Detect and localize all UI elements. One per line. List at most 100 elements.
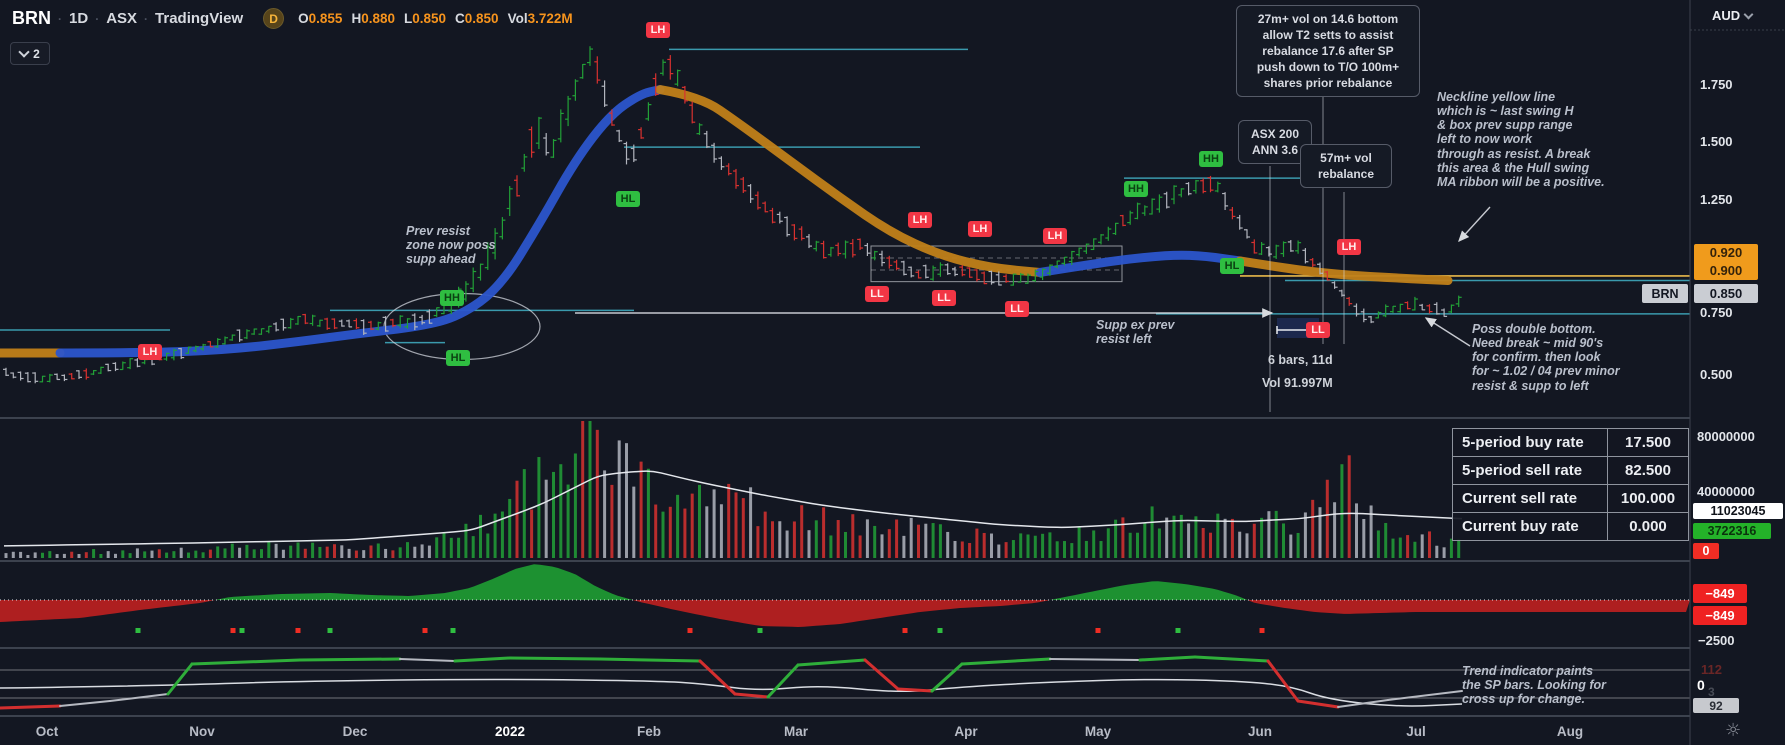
time-label-jun: Jun bbox=[1247, 724, 1273, 739]
oscillator-signal-markers bbox=[135, 628, 1265, 633]
rate-stats-table: 5-period buy rate 17.500 5-period sell rat… bbox=[1452, 428, 1689, 541]
ohlc-field: H0.880 bbox=[351, 11, 395, 26]
callout-reference-lines bbox=[1269, 97, 1345, 412]
stats-row: 5-period buy rate 17.500 bbox=[1453, 429, 1688, 456]
time-label-may: May bbox=[1084, 724, 1112, 739]
price-tick: 0.750 bbox=[1700, 305, 1733, 320]
swing-label-lh[interactable]: LH bbox=[646, 22, 670, 38]
collapse-count: 2 bbox=[33, 46, 40, 61]
last-price-badge: 0.850 bbox=[1694, 284, 1758, 303]
swing-label-lh[interactable]: LH bbox=[138, 344, 162, 360]
arrow-drawings[interactable] bbox=[575, 206, 1491, 347]
time-label-nov: Nov bbox=[189, 724, 215, 739]
price-tick: 0.500 bbox=[1700, 367, 1733, 382]
callout-note-3[interactable]: 57m+ vol rebalance bbox=[1300, 144, 1392, 189]
price-tick: 1.250 bbox=[1700, 192, 1733, 207]
swing-label-ll[interactable]: LL bbox=[865, 286, 889, 302]
time-label-jul: Jul bbox=[1406, 724, 1426, 739]
swing-label-ll[interactable]: LL bbox=[932, 290, 956, 306]
separator-dot: · bbox=[95, 11, 100, 26]
ohlc-field: O0.855 bbox=[298, 11, 343, 26]
currency-label: AUD bbox=[1712, 8, 1741, 23]
volume-value-badge: 11023045 bbox=[1693, 503, 1783, 519]
swing-label-hl[interactable]: HL bbox=[616, 191, 640, 207]
price-tick: 1.500 bbox=[1700, 134, 1733, 149]
trend-zero-label: 0 bbox=[1697, 677, 1705, 693]
stats-label: 5-period sell rate bbox=[1462, 462, 1583, 479]
swing-label-lh[interactable]: LH bbox=[908, 212, 932, 228]
trend-faint-label: 3 bbox=[1708, 685, 1715, 699]
interval-badge[interactable]: D bbox=[263, 8, 285, 29]
swing-label-ll[interactable]: LL bbox=[1306, 322, 1330, 338]
callout-note-2[interactable]: ASX 200 ANN 3.6 bbox=[1238, 120, 1312, 165]
stats-row: Current sell rate 100.000 bbox=[1453, 484, 1688, 512]
swing-label-hh[interactable]: HH bbox=[440, 290, 464, 306]
stats-value: 100.000 bbox=[1607, 485, 1688, 512]
price-tick: 1.750 bbox=[1700, 77, 1733, 92]
alert-price-badge: 0.920 0.900 bbox=[1694, 244, 1758, 280]
stats-label: 5-period buy rate bbox=[1462, 434, 1584, 451]
currency-selector[interactable]: AUD bbox=[1712, 8, 1754, 23]
annotation-neckline[interactable]: Neckline yellow line which is ~ last swi… bbox=[1437, 90, 1605, 189]
volume-tick: 80000000 bbox=[1697, 429, 1755, 444]
time-label-feb: Feb bbox=[636, 724, 662, 739]
swing-label-lh[interactable]: LH bbox=[968, 221, 992, 237]
trend-faint-label: 112 bbox=[1701, 662, 1722, 677]
stats-label: Current buy rate bbox=[1462, 518, 1579, 535]
oscillator-value-badge: −849 bbox=[1693, 606, 1747, 625]
volume-value-badge: 3722316 bbox=[1693, 523, 1771, 539]
time-label-dec: Dec bbox=[342, 724, 368, 739]
exchange-label[interactable]: ASX bbox=[106, 10, 138, 27]
time-label-apr: Apr bbox=[954, 724, 978, 739]
swing-label-hh[interactable]: HH bbox=[1199, 151, 1223, 167]
symbol-name[interactable]: BRN bbox=[12, 8, 51, 28]
measure-bars-label: 6 bars, 11d bbox=[1268, 353, 1333, 367]
swing-label-ll[interactable]: LL bbox=[1005, 301, 1029, 317]
callout-note-1[interactable]: 27m+ vol on 14.6 bottom allow T2 setts t… bbox=[1236, 5, 1420, 98]
symbol-price-label: BRN bbox=[1642, 284, 1688, 303]
separator-dot: · bbox=[144, 11, 149, 26]
stats-value: 82.500 bbox=[1607, 457, 1688, 484]
volume-ma-line bbox=[3, 470, 1463, 547]
volume-value-badge: 0 bbox=[1693, 543, 1719, 559]
measure-volume-label: Vol 91.997M bbox=[1262, 376, 1333, 390]
stats-value: 0.000 bbox=[1607, 513, 1688, 540]
volume-tick: 40000000 bbox=[1697, 484, 1755, 499]
symbol-header: BRN · 1D · ASX · TradingView D O0.855 H0.… bbox=[12, 8, 582, 29]
oscillator-value-badge: −849 bbox=[1693, 584, 1747, 603]
time-label-oct: Oct bbox=[35, 724, 59, 739]
swing-label-hl[interactable]: HL bbox=[446, 350, 470, 366]
annotation-supp-ex[interactable]: Supp ex prev resist left bbox=[1096, 318, 1175, 347]
trend-value-badge: 92 bbox=[1693, 698, 1739, 713]
trend-signal-line bbox=[0, 678, 1463, 707]
hull-ma-ribbon bbox=[0, 85, 1453, 358]
time-label-mar: Mar bbox=[783, 724, 809, 739]
price-bars bbox=[3, 46, 1462, 384]
collapse-drawings-button[interactable]: 2 bbox=[10, 42, 50, 65]
ohlc-field: L0.850 bbox=[403, 11, 447, 26]
trend-main-line bbox=[0, 655, 1463, 710]
swing-label-lh[interactable]: LH bbox=[1337, 239, 1361, 255]
ohlc-field: Vol3.722M bbox=[507, 11, 573, 26]
separator-dot: · bbox=[58, 11, 62, 26]
chevron-down-icon bbox=[1743, 9, 1754, 19]
swing-label-lh[interactable]: LH bbox=[1043, 228, 1067, 244]
stats-value: 17.500 bbox=[1607, 429, 1688, 456]
annotation-prev-resist[interactable]: Prev resist zone now poss supp ahead bbox=[406, 224, 496, 267]
annotation-trend-note[interactable]: Trend indicator paints the SP bars. Look… bbox=[1462, 664, 1606, 707]
oscillator-area-negative bbox=[0, 600, 1690, 627]
swing-label-hh[interactable]: HH bbox=[1124, 181, 1148, 197]
chevron-down-icon bbox=[18, 46, 30, 58]
ohlc-values: O0.855 H0.880 L0.850 C0.850 Vol3.722M bbox=[298, 10, 581, 27]
platform-label: TradingView bbox=[155, 10, 244, 27]
time-label-aug: Aug bbox=[1556, 724, 1584, 739]
annotation-double-bottom[interactable]: Poss double bottom. Need break ~ mid 90'… bbox=[1472, 322, 1620, 393]
interval-label[interactable]: 1D bbox=[69, 10, 89, 27]
swing-label-hl[interactable]: HL bbox=[1220, 258, 1244, 274]
oscillator-tick: −2500 bbox=[1698, 633, 1735, 648]
stats-row: 5-period sell rate 82.500 bbox=[1453, 456, 1688, 484]
support-resistance-lines[interactable] bbox=[0, 48, 1690, 344]
timezone-settings-icon[interactable]: ☼ bbox=[1725, 720, 1742, 741]
